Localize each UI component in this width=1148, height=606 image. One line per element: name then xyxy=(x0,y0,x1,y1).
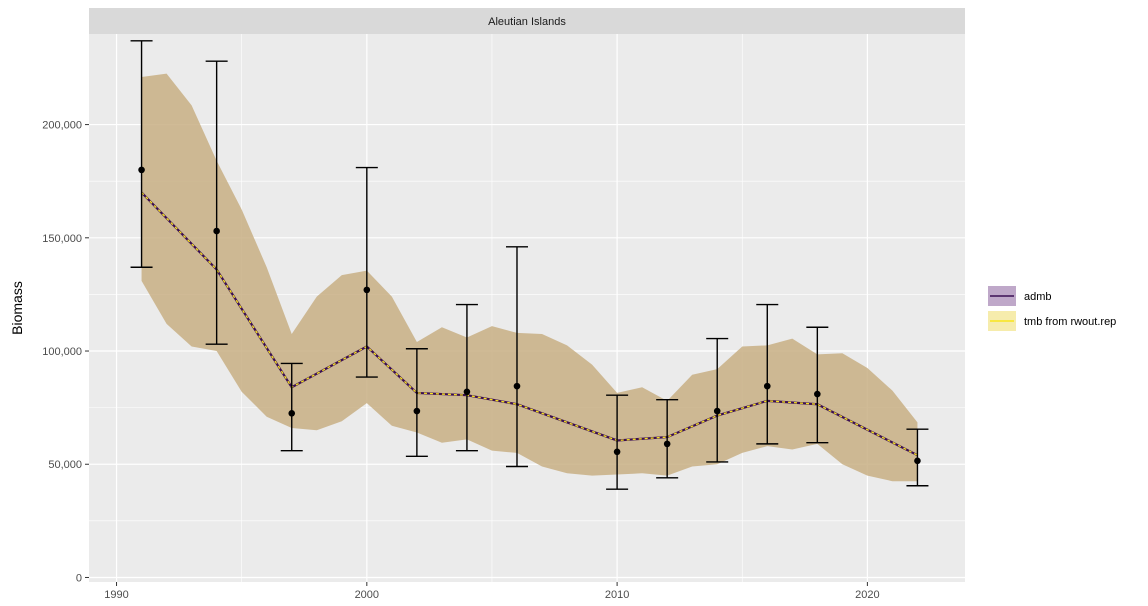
observation-point xyxy=(463,388,471,396)
y-tick-label: 200,000 xyxy=(42,120,82,132)
x-tick-label: 2010 xyxy=(605,589,629,601)
facet-title: Aleutian Islands xyxy=(488,16,566,28)
observation-point xyxy=(763,382,771,390)
x-axis: 1990 2000 2010 2020 xyxy=(104,582,880,601)
facet-strip xyxy=(89,8,965,34)
observation-point xyxy=(138,166,145,174)
observation-point xyxy=(288,409,296,417)
error-bars xyxy=(130,40,929,490)
ribbon-area xyxy=(141,73,918,482)
observation-point xyxy=(213,227,220,235)
x-tick-label: 1990 xyxy=(104,589,128,601)
x-tick-label: 2000 xyxy=(355,589,379,601)
y-tick-label: 50,000 xyxy=(48,459,82,471)
observation-point xyxy=(713,407,721,415)
observation-point xyxy=(914,457,921,465)
observation-point xyxy=(613,448,621,456)
observation-point xyxy=(814,390,821,398)
confidence-ribbon xyxy=(141,73,918,482)
legend-label-admb: admb xyxy=(1024,291,1052,303)
legend-label-tmb: tmb from rwout.rep xyxy=(1024,316,1116,328)
y-axis: 0 50,000 100,000 150,000 200,000 xyxy=(42,120,89,584)
y-tick-label: 150,000 xyxy=(42,233,82,245)
observation-points xyxy=(138,166,921,465)
observation-point xyxy=(363,286,371,294)
y-tick-label: 0 xyxy=(76,572,82,584)
y-axis-title: Biomass xyxy=(9,281,25,335)
x-tick-label: 2020 xyxy=(855,589,879,601)
observation-point xyxy=(513,382,521,390)
legend: admb tmb from rwout.rep xyxy=(988,286,1116,331)
observation-point xyxy=(413,407,421,415)
observation-point xyxy=(663,440,671,448)
y-tick-label: 100,000 xyxy=(42,346,82,358)
